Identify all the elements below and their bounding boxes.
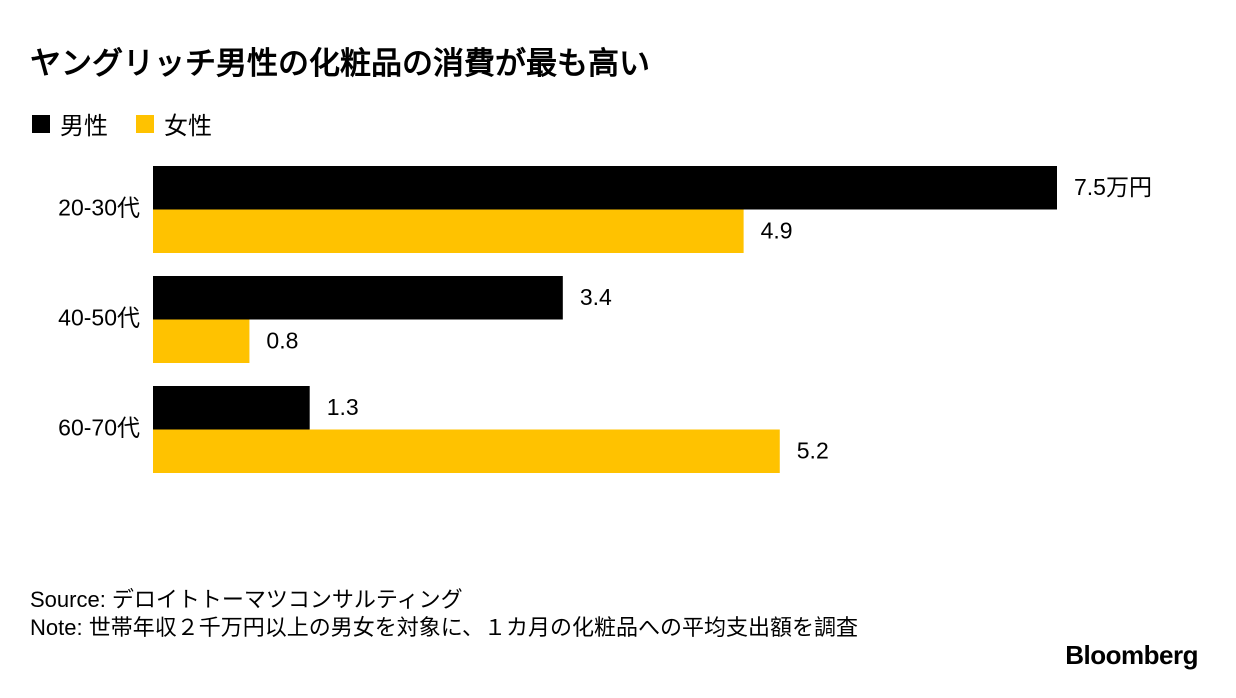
value-label: 4.9 bbox=[761, 217, 793, 243]
bar bbox=[153, 429, 780, 473]
value-label: 5.2 bbox=[797, 437, 829, 463]
value-label: 7.5万円 bbox=[1074, 174, 1152, 200]
bar bbox=[153, 166, 1057, 210]
legend-label: 女性 bbox=[164, 113, 212, 140]
category-label: 60-70代 bbox=[58, 415, 140, 441]
legend-item: 女性 bbox=[136, 106, 212, 141]
legend-label: 男性 bbox=[60, 113, 108, 140]
value-label: 0.8 bbox=[266, 327, 298, 353]
bar bbox=[153, 209, 744, 253]
brand: Bloomberg bbox=[1065, 640, 1198, 670]
value-label: 3.4 bbox=[580, 284, 612, 310]
bar bbox=[153, 386, 310, 430]
note: Note: 世帯年収２千万円以上の男女を対象に、１カ月の化粧品への平均支出額を調… bbox=[30, 615, 859, 640]
source: Source: デロイトトーマツコンサルティング bbox=[30, 587, 463, 612]
category-label: 40-50代 bbox=[58, 305, 140, 331]
chart-title: ヤングリッチ男性の化粧品の消費が最も高い bbox=[30, 46, 650, 81]
category-label: 20-30代 bbox=[58, 195, 140, 221]
bar bbox=[153, 319, 250, 363]
legend-swatch bbox=[136, 114, 154, 133]
legend: 男性 女性 bbox=[32, 106, 240, 141]
legend-swatch bbox=[32, 114, 50, 133]
bar bbox=[153, 276, 563, 320]
value-label: 1.3 bbox=[327, 394, 359, 420]
legend-item: 男性 bbox=[32, 106, 108, 141]
